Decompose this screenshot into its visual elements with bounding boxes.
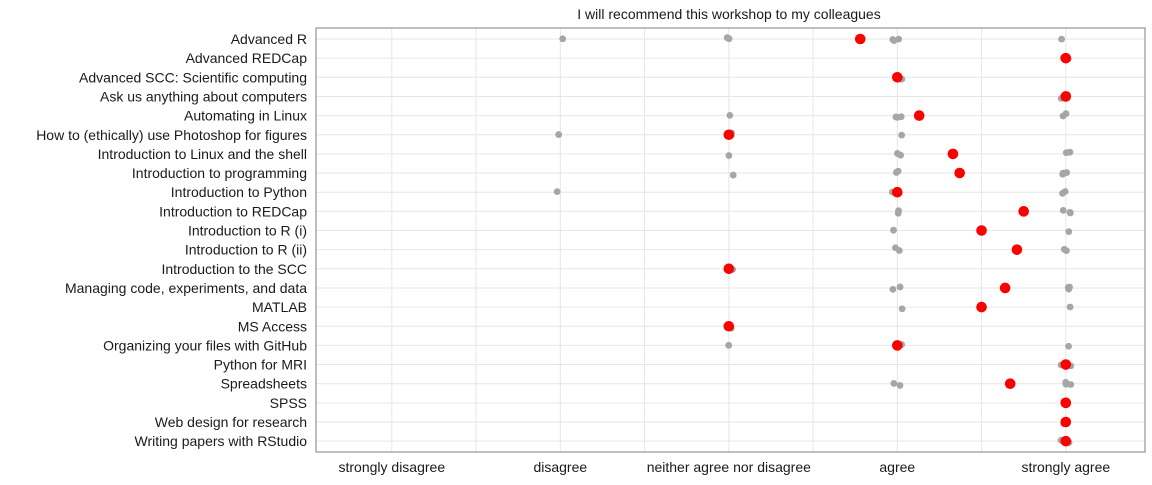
y-tick-labels: Advanced R Advanced REDCap Advanced SCC: S… — [36, 31, 307, 449]
y-tick-label: Introduction to REDCap — [159, 203, 307, 219]
individual-response-point — [725, 152, 733, 159]
mean-response-point — [1060, 416, 1072, 428]
individual-response-point — [555, 131, 563, 138]
individual-response-point — [896, 382, 904, 389]
x-tick-label: disagree — [533, 459, 587, 475]
x-tick-label: strongly agree — [1021, 459, 1110, 475]
mean-response-point — [1004, 378, 1016, 390]
individual-response-point — [1065, 342, 1072, 350]
individual-response-point — [898, 131, 906, 139]
individual-response-point — [723, 34, 731, 42]
mean-response-point — [723, 129, 735, 141]
y-tick-label: How to (ethically) use Photoshop for fig… — [36, 127, 307, 143]
y-tick-label: Advanced REDCap — [186, 50, 308, 66]
y-tick-label: Introduction to the SCC — [161, 261, 307, 277]
y-tick-label: SPSS — [270, 395, 307, 411]
y-tick-label: MS Access — [238, 318, 307, 334]
individual-response-point — [894, 150, 901, 157]
y-tick-label: Ask us anything about computers — [100, 88, 307, 104]
individual-response-point — [898, 305, 906, 313]
individual-response-point — [1065, 228, 1073, 236]
individual-response-point — [1059, 169, 1067, 177]
y-tick-label: Advanced R — [231, 31, 307, 47]
chart-title: I will recommend this workshop to my col… — [577, 6, 880, 22]
individual-response-point — [894, 113, 902, 121]
y-tick-label: Python for MRI — [214, 357, 307, 373]
individual-response-point — [1059, 189, 1066, 197]
y-tick-label: Organizing your files with GitHub — [103, 337, 307, 353]
mean-response-point — [1060, 359, 1072, 370]
individual-response-point — [1059, 206, 1067, 214]
mean-response-point — [723, 320, 735, 332]
x-tick-labels: strongly disagree disagree neither agree n… — [339, 459, 1111, 475]
individual-response-point — [1064, 283, 1072, 291]
mean-response-point — [976, 225, 987, 236]
mean-response-point — [1060, 435, 1072, 447]
individual-response-point — [896, 283, 904, 291]
individual-response-point — [892, 169, 900, 176]
individual-response-point — [725, 341, 733, 349]
mean-response-point — [892, 186, 903, 198]
individual-response-point — [1067, 381, 1075, 388]
individual-response-point — [1062, 149, 1070, 157]
y-tick-label: Introduction to Linux and the shell — [98, 146, 307, 162]
individual-response-point — [729, 171, 737, 179]
y-tick-label: Managing code, experiments, and data — [65, 280, 307, 296]
mean-response-point — [976, 301, 987, 313]
mean-points-layer — [723, 33, 1072, 447]
individual-response-point — [1058, 35, 1066, 43]
mean-response-point — [913, 110, 925, 121]
mean-response-point — [947, 148, 959, 160]
individual-response-point — [726, 111, 734, 119]
individual-response-point — [889, 285, 897, 293]
individual-response-point — [895, 247, 903, 254]
individual-response-point — [1062, 247, 1070, 255]
mean-response-point — [854, 33, 866, 45]
panel-border — [315, 27, 1146, 453]
x-tick-label: agree — [879, 459, 915, 475]
y-tick-label: Writing papers with RStudio — [135, 433, 308, 449]
mean-response-point — [892, 340, 903, 351]
mean-response-point — [723, 263, 735, 275]
y-tick-label: Automating in Linux — [184, 108, 307, 124]
individual-response-point — [895, 35, 903, 43]
mean-response-point — [999, 282, 1011, 294]
individual-response-point — [894, 209, 902, 217]
x-tick-label: strongly disagree — [339, 459, 446, 475]
individual-response-point — [1062, 110, 1070, 118]
mean-response-point — [1060, 397, 1072, 409]
individual-response-point — [1066, 303, 1074, 311]
mean-response-point — [1060, 91, 1072, 102]
y-tick-label: Advanced SCC: Scientific computing — [79, 69, 307, 85]
mean-response-point — [1060, 52, 1072, 64]
y-tick-label: Web design for research — [155, 414, 307, 430]
mean-response-point — [1011, 244, 1023, 255]
mean-response-point — [954, 167, 965, 179]
y-tick-label: Introduction to programming — [132, 165, 307, 181]
y-tick-label: Introduction to R (ii) — [185, 242, 307, 258]
individual-response-point — [890, 226, 897, 234]
individual-response-point — [553, 188, 561, 196]
y-tick-label: Spreadsheets — [221, 376, 307, 392]
y-tick-label: MATLAB — [252, 299, 307, 315]
individual-response-point — [559, 35, 567, 43]
x-tick-label: neither agree nor disagree — [647, 459, 811, 475]
mean-response-point — [892, 72, 903, 83]
grid-layer — [316, 28, 1145, 452]
y-tick-label: Introduction to Python — [171, 184, 307, 200]
individual-response-point — [1066, 209, 1074, 216]
y-tick-label: Introduction to R (i) — [188, 223, 307, 239]
individual-response-point — [890, 380, 898, 387]
mean-response-point — [1018, 206, 1029, 217]
